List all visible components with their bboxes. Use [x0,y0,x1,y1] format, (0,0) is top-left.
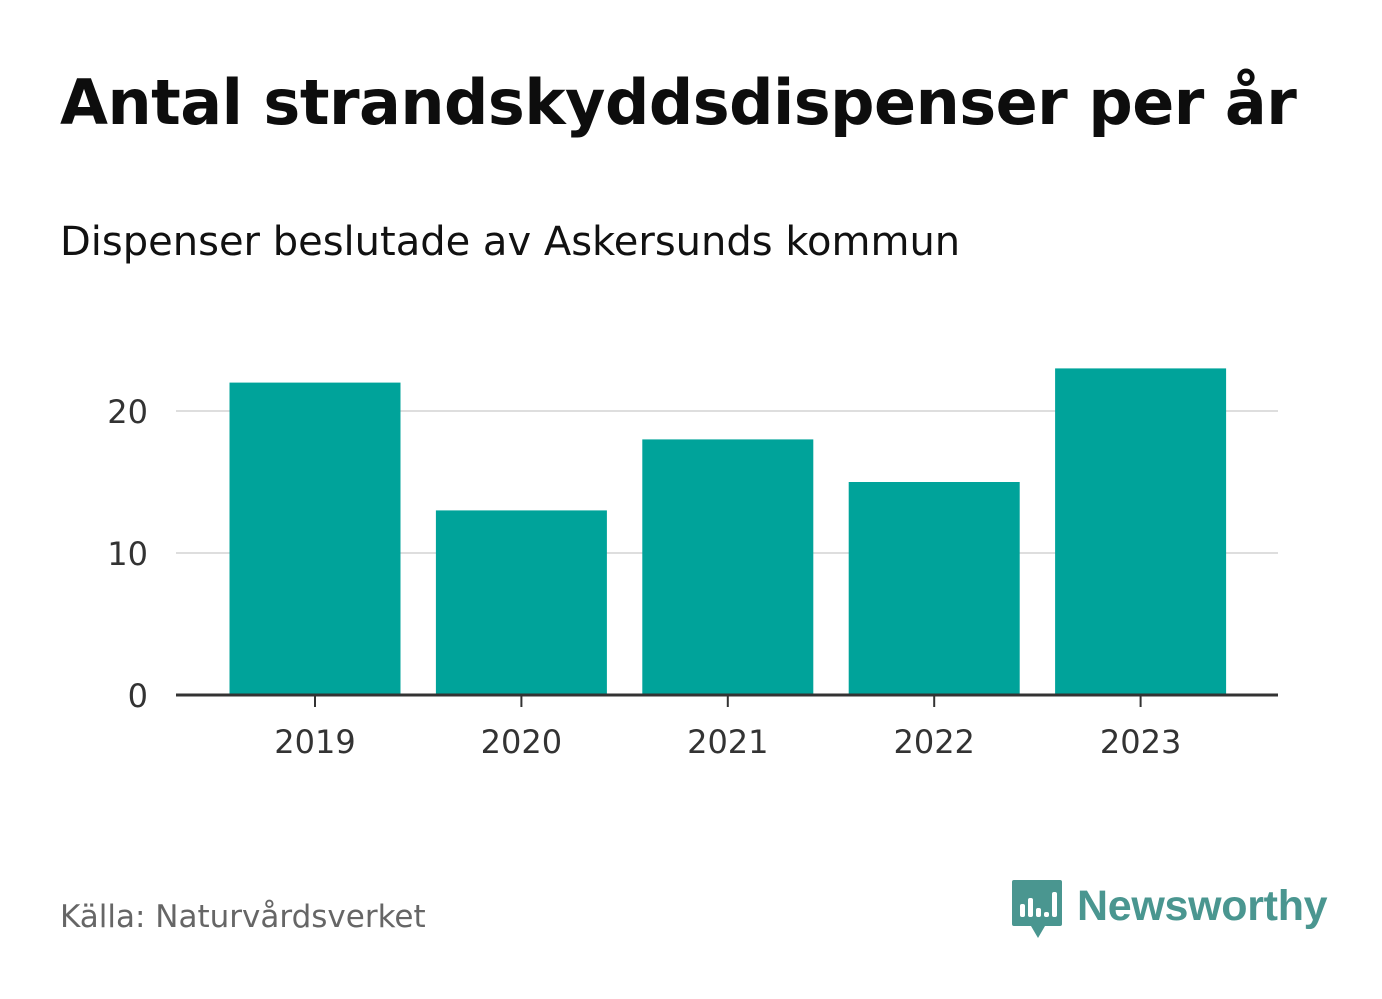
chart-subtitle: Dispenser beslutade av Askersunds kommun [60,219,961,265]
y-axis-labels: 0 10 20 [107,393,148,715]
y-tick-label: 20 [107,393,148,431]
source-note: Källa: Naturvårdsverket [60,899,426,935]
brand-name: Newsworthy [1077,881,1328,930]
bar-2021 [642,439,814,695]
bar-2020 [435,510,607,695]
x-axis-labels: 2019 2020 2021 2022 2023 [274,695,1181,761]
x-tick-label: 2022 [893,723,974,761]
bar-2023 [1055,368,1227,695]
y-tick-label: 10 [107,535,148,573]
bar-2022 [848,482,1020,695]
chart-title: Antal strandskyddsdispenser per år [60,66,1297,139]
bar-2019 [229,382,401,695]
y-tick-label: 0 [128,677,148,715]
x-tick-label: 2023 [1100,723,1181,761]
bars [229,368,1227,695]
x-tick-label: 2021 [687,723,768,761]
x-tick-label: 2020 [481,723,562,761]
bar-chart-speech-bubble-icon [1012,880,1062,938]
brand-logo: Newsworthy [1011,878,1328,940]
x-tick-label: 2019 [274,723,355,761]
